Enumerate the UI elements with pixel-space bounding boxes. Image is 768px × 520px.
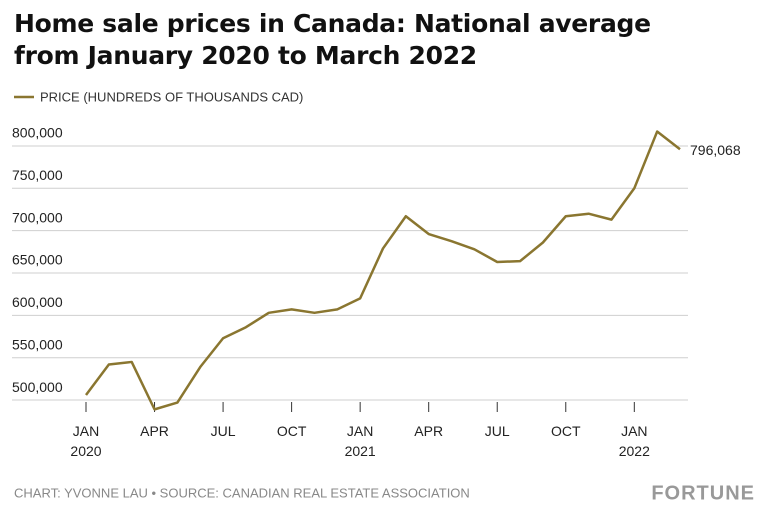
line [84, 130, 681, 411]
x-tick-label: APR [414, 423, 443, 439]
x-tick-label: JAN 2022 [619, 423, 650, 459]
brand: FORTUNE [651, 482, 755, 504]
x-tick-label: JAN 2020 [70, 423, 101, 459]
x-tick-label: JUL [211, 423, 236, 439]
legend-label: PRICE (HUNDREDS OF THOUSANDS CAD) [40, 89, 303, 104]
footer: CHART: YVONNE LAU • SOURCE: CANADIAN REA… [14, 485, 470, 500]
value-label: 796,068 [690, 142, 741, 158]
x-tick-label: JUL [485, 423, 510, 439]
chart-title: Home sale prices in Canada: National ave… [14, 9, 651, 70]
y-tick-label: 600,000 [12, 294, 63, 310]
y-tick-label: 700,000 [12, 209, 63, 225]
x-tick-label: JAN 2021 [345, 423, 376, 459]
y-tick-label: 500,000 [12, 379, 63, 395]
x-tick-label: OCT [551, 423, 581, 439]
y-tick-label: 750,000 [12, 167, 63, 183]
x-tick-label: OCT [277, 423, 307, 439]
y-tick-label: 650,000 [12, 252, 63, 268]
y-tick-label: 800,000 [12, 125, 63, 141]
x-tick-label: APR [140, 423, 169, 439]
y-tick-label: 550,000 [12, 336, 63, 352]
